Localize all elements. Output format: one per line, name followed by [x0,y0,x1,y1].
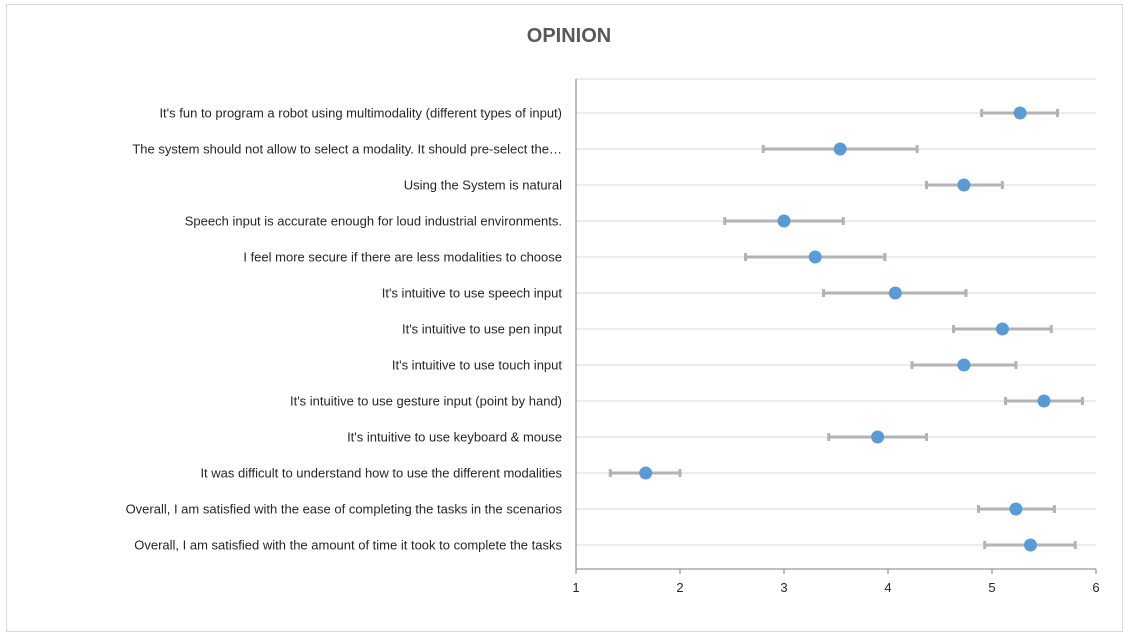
x-tick-label: 1 [572,580,579,595]
x-tick-label: 5 [988,580,995,595]
category-labels: It's fun to program a robot using multim… [126,106,563,553]
data-points [639,106,1051,552]
category-label: It's intuitive to use touch input [392,358,563,373]
data-point [871,430,885,444]
data-point [1037,394,1051,408]
category-label: It's intuitive to use pen input [402,322,562,337]
x-tick-labels: 1 2 3 4 5 6 [572,580,1099,595]
category-label: Overall, I am satisfied with the amount … [134,538,562,553]
axes [575,79,1097,574]
opinion-chart: OPINION It's fun to program a robot usin… [126,25,1100,595]
data-point [1009,502,1023,516]
category-label: It's intuitive to use gesture input (poi… [290,394,562,409]
chart-frame: OPINION It's fun to program a robot usin… [6,4,1123,632]
category-label: It's intuitive to use speech input [382,286,563,301]
category-label: Speech input is accurate enough for loud… [185,214,562,229]
x-tick-label: 6 [1092,580,1099,595]
category-label: Overall, I am satisfied with the ease of… [126,502,563,517]
data-point [995,322,1009,336]
data-point [777,214,791,228]
data-point [1013,106,1027,120]
x-tick-label: 3 [780,580,787,595]
category-label: It was difficult to understand how to us… [200,466,562,481]
data-point [1023,538,1037,552]
x-tick-label: 2 [676,580,683,595]
x-tick-label: 4 [884,580,891,595]
category-label: The system should not allow to select a … [132,142,562,157]
data-point [957,178,971,192]
data-point [639,466,653,480]
category-label: Using the System is natural [404,178,562,193]
category-label: It's fun to program a robot using multim… [159,106,562,121]
category-label: I feel more secure if there are less mod… [243,250,562,265]
data-point [888,286,902,300]
category-label: It's intuitive to use keyboard & mouse [347,430,562,445]
data-point [957,358,971,372]
data-point [833,142,847,156]
data-point [808,250,822,264]
chart-title: OPINION [527,25,611,47]
